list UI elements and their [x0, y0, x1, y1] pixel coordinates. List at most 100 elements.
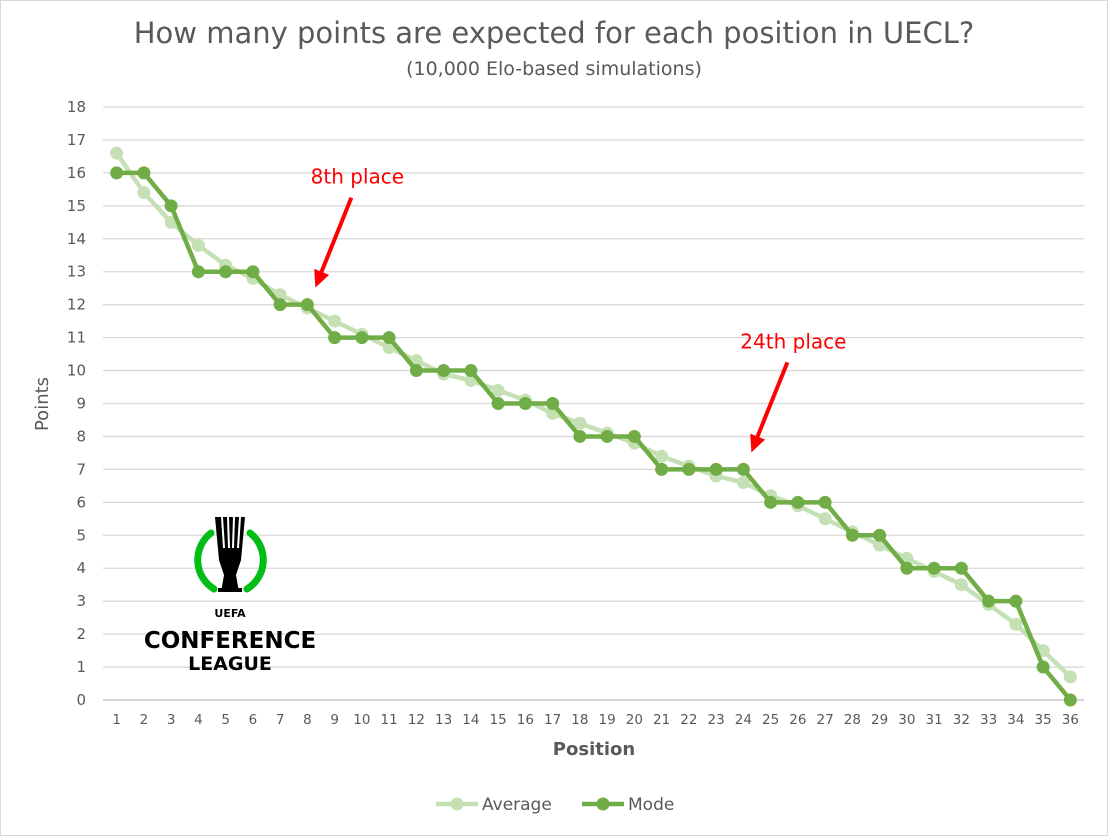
y-tick-label: 17: [67, 131, 86, 149]
data-point-mode: [137, 166, 151, 180]
logo-ring-left: [194, 529, 218, 593]
x-tick-label: 28: [844, 712, 861, 728]
y-tick-label: 10: [67, 362, 86, 380]
data-point-mode: [927, 561, 941, 575]
trophy-base: [218, 588, 242, 592]
chart-title: How many points are expected for each po…: [133, 16, 975, 50]
data-point-mode: [191, 265, 205, 279]
x-tick-label: 33: [980, 712, 997, 728]
data-point-mode: [164, 199, 178, 213]
data-point-mode: [709, 462, 723, 476]
x-tick-label: 25: [762, 712, 779, 728]
x-tick-label: 36: [1062, 712, 1079, 728]
data-point-mode: [110, 166, 124, 180]
annotation-arrow-head: [314, 268, 330, 288]
data-point-mode: [982, 594, 996, 608]
logo-line1: CONFERENCE: [144, 628, 316, 654]
x-tick-label: 3: [167, 712, 176, 728]
data-point-mode: [300, 298, 314, 312]
legend-label-mode: Mode: [628, 795, 674, 815]
y-tick-label: 11: [67, 329, 86, 347]
y-tick-label: 4: [76, 559, 86, 577]
data-point-average: [110, 146, 124, 160]
data-point-average: [1063, 670, 1077, 684]
x-tick-label: 2: [140, 712, 149, 728]
data-point-mode: [491, 397, 505, 410]
y-tick-label: 16: [67, 164, 86, 182]
x-tick-label: 19: [599, 712, 616, 728]
x-tick-label: 30: [898, 712, 915, 728]
data-point-mode: [382, 331, 396, 345]
x-tick-label: 15: [490, 712, 507, 728]
data-point-mode: [573, 429, 587, 443]
data-point-mode: [736, 462, 750, 476]
y-tick-label: 12: [67, 296, 86, 314]
x-tick-label: 5: [221, 712, 230, 728]
data-point-mode: [600, 429, 614, 443]
data-point-mode: [900, 561, 914, 575]
x-tick-label: 35: [1035, 712, 1052, 728]
y-tick-label: 5: [76, 526, 86, 544]
x-tick-label: 18: [571, 712, 588, 728]
series-layer: [110, 146, 1077, 707]
chart-subtitle: (10,000 Elo-based simulations): [406, 58, 702, 80]
y-tick-label: 1: [76, 658, 86, 676]
x-tick-label: 31: [926, 712, 943, 728]
x-axis-title: Position: [553, 739, 635, 760]
data-point-mode: [791, 495, 805, 509]
data-point-mode: [954, 561, 968, 575]
y-tick-label: 14: [67, 230, 86, 248]
y-tick-label: 15: [67, 197, 86, 215]
data-point-mode: [1036, 660, 1050, 674]
data-point-average: [191, 238, 205, 252]
series-line-average: [114, 151, 1072, 679]
x-tick-label: 32: [953, 712, 970, 728]
data-point-mode: [627, 429, 641, 443]
data-point-average: [736, 476, 750, 490]
x-tick-label: 4: [194, 712, 203, 728]
data-point-average: [954, 578, 968, 592]
logo-line2: LEAGUE: [188, 653, 272, 675]
data-point-mode: [437, 364, 451, 378]
x-tick-label: 20: [626, 712, 643, 728]
data-point-mode: [246, 265, 260, 279]
data-point-mode: [273, 298, 287, 312]
y-tick-label: 7: [76, 460, 86, 478]
x-tick-label: 11: [381, 712, 398, 728]
legend-label-average: Average: [482, 795, 552, 815]
x-tick-label: 8: [303, 712, 312, 728]
x-tick-label: 24: [735, 712, 752, 728]
legend-marker-average: [450, 797, 464, 811]
x-tick-label: 12: [408, 712, 425, 728]
annotation-arrow-head: [750, 433, 766, 453]
y-tick-label: 2: [76, 625, 86, 643]
annotation-arrow-shaft: [318, 196, 354, 276]
y-tick-label: 3: [76, 592, 86, 610]
y-tick-label: 13: [67, 263, 86, 281]
x-tick-label: 13: [435, 712, 452, 728]
data-point-mode: [355, 331, 369, 345]
data-point-mode: [818, 495, 832, 509]
uefa-conference-league-logo: UEFA CONFERENCE LEAGUE: [144, 516, 316, 675]
x-tick-label: 14: [462, 712, 479, 728]
data-point-mode: [655, 462, 669, 476]
data-point-average: [1009, 617, 1023, 631]
annotation-label: 8th place: [311, 165, 404, 189]
x-tick-label: 10: [353, 712, 370, 728]
x-tick-label: 6: [249, 712, 258, 728]
y-tick-label: 9: [76, 395, 86, 413]
x-tick-label: 17: [544, 712, 561, 728]
data-point-average: [328, 314, 342, 328]
gridlines: [103, 106, 1084, 701]
data-point-mode: [518, 397, 532, 410]
x-tick-label: 1: [112, 712, 121, 728]
annotation-label: 24th place: [740, 329, 846, 353]
data-point-mode: [873, 528, 887, 542]
y-axis-title: Points: [32, 377, 53, 431]
x-tick-label: 21: [653, 712, 670, 728]
data-point-mode: [764, 495, 778, 509]
data-point-mode: [682, 462, 696, 476]
x-tick-label: 16: [517, 712, 534, 728]
